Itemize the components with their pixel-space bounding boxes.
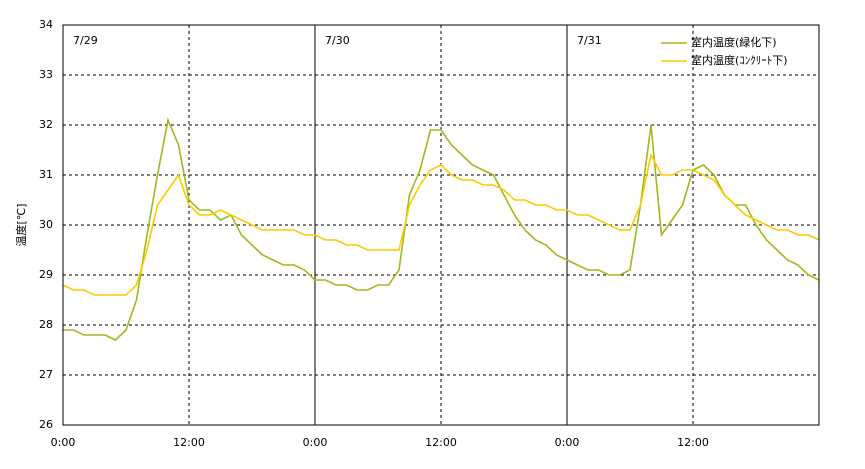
x-tick-label: 0:00 bbox=[303, 436, 328, 449]
y-tick-label: 26 bbox=[39, 418, 53, 431]
y-tick-label: 32 bbox=[39, 118, 53, 131]
y-tick-label: 28 bbox=[39, 318, 53, 331]
x-tick-label: 12:00 bbox=[677, 436, 709, 449]
x-tick-label: 12:00 bbox=[173, 436, 205, 449]
data-line bbox=[62, 152, 820, 296]
annotation: 7/30 bbox=[325, 34, 350, 47]
plot-border bbox=[62, 24, 820, 426]
annotation: 7/29 bbox=[73, 34, 98, 47]
legend-label: 室内温度(緑化下) bbox=[691, 35, 777, 49]
y-tick-label: 33 bbox=[39, 68, 53, 81]
x-tick-label: 12:00 bbox=[425, 436, 457, 449]
y-tick-label: 31 bbox=[39, 168, 53, 181]
x-tick-label: 0:00 bbox=[51, 436, 76, 449]
y-tick-label: 27 bbox=[39, 368, 53, 381]
y-tick-label: 29 bbox=[39, 268, 53, 281]
annotation: 7/31 bbox=[577, 34, 602, 47]
legend-label: 室内温度(ｺﾝｸﾘｰﾄ下) bbox=[691, 53, 788, 67]
y-tick-label: 30 bbox=[39, 218, 53, 231]
y-axis-label: 温度[℃] bbox=[14, 204, 28, 247]
x-tick-label: 0:00 bbox=[555, 436, 580, 449]
y-tick-label: 34 bbox=[39, 18, 53, 31]
